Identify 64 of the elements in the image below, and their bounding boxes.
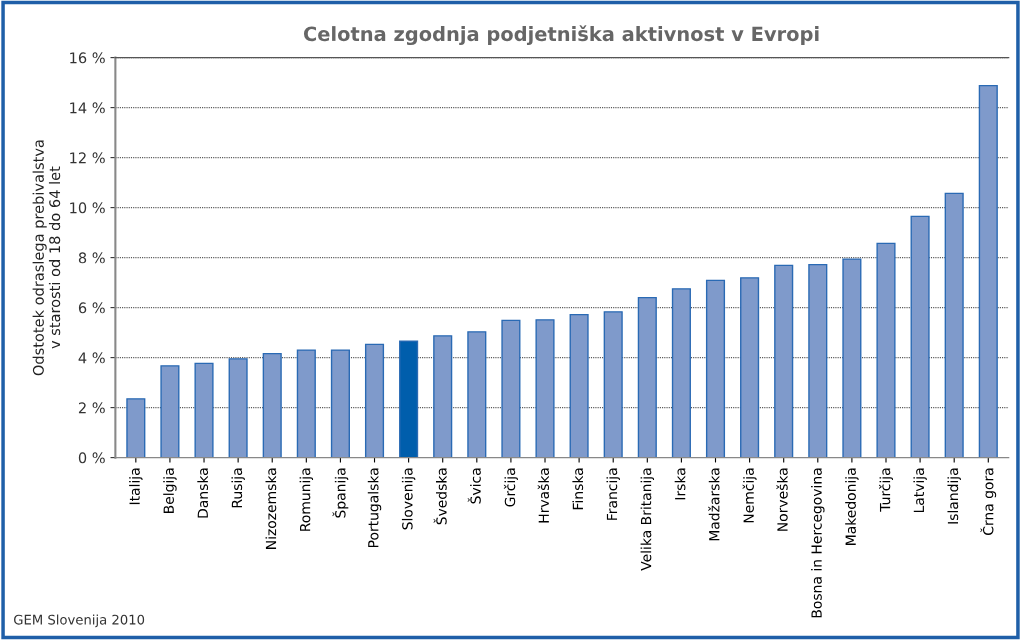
x-tick-label: Italija	[129, 468, 143, 505]
x-tick-label: Slovenija	[401, 468, 416, 530]
bar	[399, 340, 419, 458]
y-tick-label: 14 %	[70, 102, 105, 114]
x-tick-label: Irska	[674, 468, 686, 500]
y-tick-label: 6 %	[78, 302, 105, 314]
bar	[842, 258, 862, 458]
x-tick-label: Portugalska	[367, 468, 382, 548]
x-tick-label: Finska	[572, 468, 584, 510]
x-tick-label: Danska	[197, 468, 209, 518]
bar	[501, 319, 521, 458]
x-tick-label: Francija	[606, 468, 620, 520]
x-tick-label: Islandija	[947, 468, 961, 524]
bar	[296, 349, 316, 458]
bar	[876, 242, 896, 458]
x-tick-label: Norveška	[776, 468, 788, 531]
x-tick-label: Velika Britanija	[640, 468, 655, 571]
bar	[364, 343, 385, 458]
bar	[774, 264, 794, 458]
y-tick-label: 10 %	[70, 202, 105, 214]
text: GEM Slovenija 2010	[14, 614, 145, 628]
x-tick-label: Švica	[467, 468, 481, 504]
bar	[637, 296, 657, 458]
bar	[194, 362, 214, 458]
y-tick-label: 4 %	[78, 352, 105, 364]
bar	[603, 311, 623, 458]
bar	[944, 192, 964, 458]
bar	[228, 358, 248, 458]
bar	[910, 215, 930, 458]
bar	[330, 349, 350, 458]
x-tick-label: Makedonija	[845, 468, 859, 545]
x-tick-label: Belgija	[163, 468, 177, 513]
y-tick-label: 16 %	[70, 52, 105, 64]
bar	[705, 279, 726, 458]
y-tick-label: 0 %	[78, 452, 105, 464]
chart-title: Celotna zgodnja podjetniška aktivnost v Evropi	[303, 25, 819, 46]
x-tick-label: Turčija	[879, 468, 893, 512]
bar	[740, 277, 760, 458]
bar	[978, 84, 998, 458]
bar	[671, 288, 691, 458]
x-tick-label: Grčija	[503, 468, 518, 507]
x-tick-label: Hrvaška	[537, 468, 550, 523]
y-tick-label: 8 %	[78, 252, 105, 264]
x-tick-label: Švedska	[433, 468, 447, 525]
bar	[569, 313, 589, 458]
x-tick-label: Bosna in Hercegovina	[811, 468, 825, 618]
x-tick-label: Nizozemska	[265, 468, 277, 549]
bar	[262, 352, 282, 458]
x-tick-label: Nemčija	[742, 468, 757, 523]
y-tick-label: 12 %	[70, 152, 105, 164]
bar	[467, 331, 487, 458]
bar	[160, 365, 180, 458]
bar	[535, 319, 555, 458]
x-tick-label: Latvija	[913, 468, 927, 513]
y-tick-label: 2 %	[78, 402, 105, 414]
x-tick-label: Romunija	[299, 468, 314, 531]
y-axis-title: Odstotek odraslega prebivalstva v starosti od 18 do 64 let	[32, 140, 61, 376]
bar	[126, 398, 146, 458]
x-tick-label: Rusija	[231, 468, 245, 508]
bar	[808, 263, 828, 458]
bar	[433, 335, 453, 458]
x-tick-label: Madžarska	[708, 468, 720, 541]
x-tick-label: Črna gora	[980, 468, 997, 535]
x-tick-label: Španija	[332, 468, 349, 518]
